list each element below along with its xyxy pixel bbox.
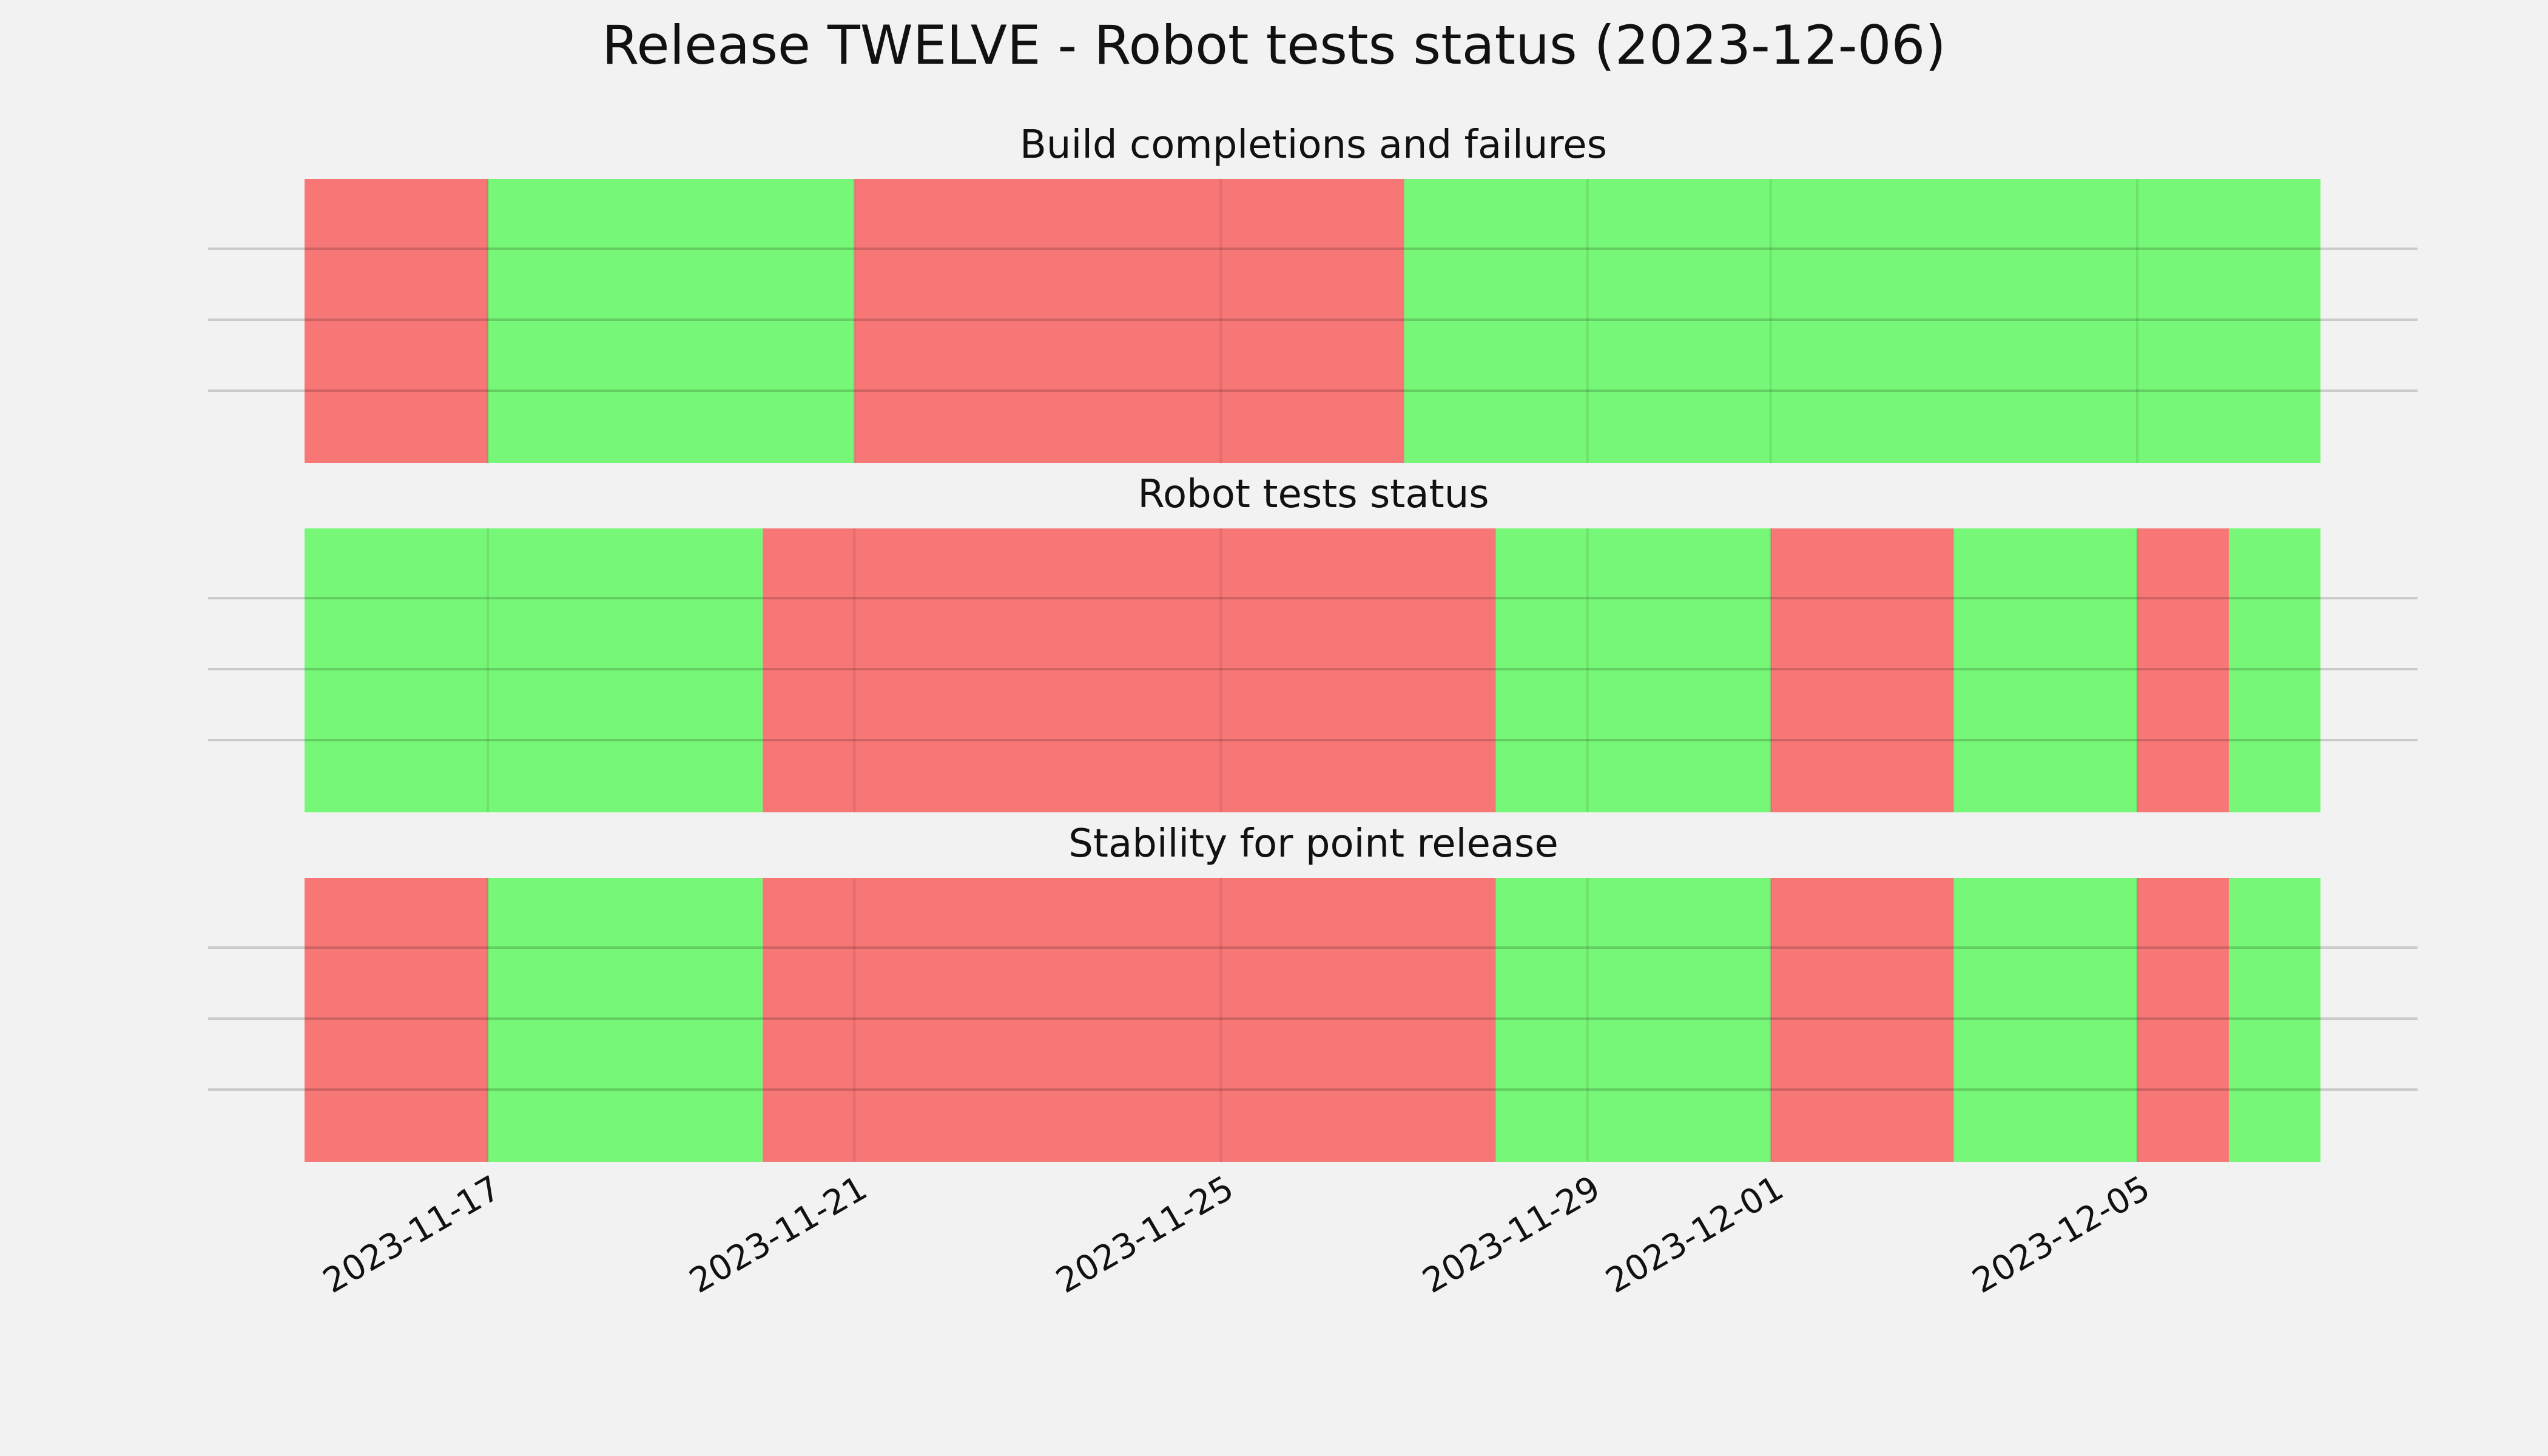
status-segment — [488, 878, 763, 1162]
status-segment — [763, 878, 1496, 1162]
status-segment — [854, 179, 1404, 463]
status-segment — [2228, 528, 2320, 812]
status-segment — [2137, 528, 2229, 812]
panel-title: Build completions and failures — [1020, 123, 1607, 167]
status-segment — [2137, 878, 2229, 1162]
panel-1: Build completions and failures — [208, 123, 2418, 463]
panels: Build completions and failures Robot test… — [208, 123, 2418, 1162]
panel-3: Stability for point release — [208, 821, 2418, 1162]
panel-title: Stability for point release — [1068, 821, 1559, 866]
status-segment — [1953, 528, 2137, 812]
status-segment — [1495, 528, 1771, 812]
chart-title: Release TWELVE - Robot tests status (202… — [602, 14, 1946, 76]
status-segment — [305, 528, 763, 812]
panel-title: Robot tests status — [1138, 472, 1489, 517]
panel-2: Robot tests status — [208, 472, 2418, 812]
status-segment — [1404, 179, 2320, 463]
status-segment — [1770, 878, 1954, 1162]
status-segment — [763, 528, 1496, 812]
status-segment — [305, 878, 488, 1162]
status-segment — [1495, 878, 1771, 1162]
status-segment — [1770, 528, 1954, 812]
status-segment — [2228, 878, 2320, 1162]
status-segment — [305, 179, 488, 463]
status-segment — [1953, 878, 2137, 1162]
status-segment — [488, 179, 855, 463]
